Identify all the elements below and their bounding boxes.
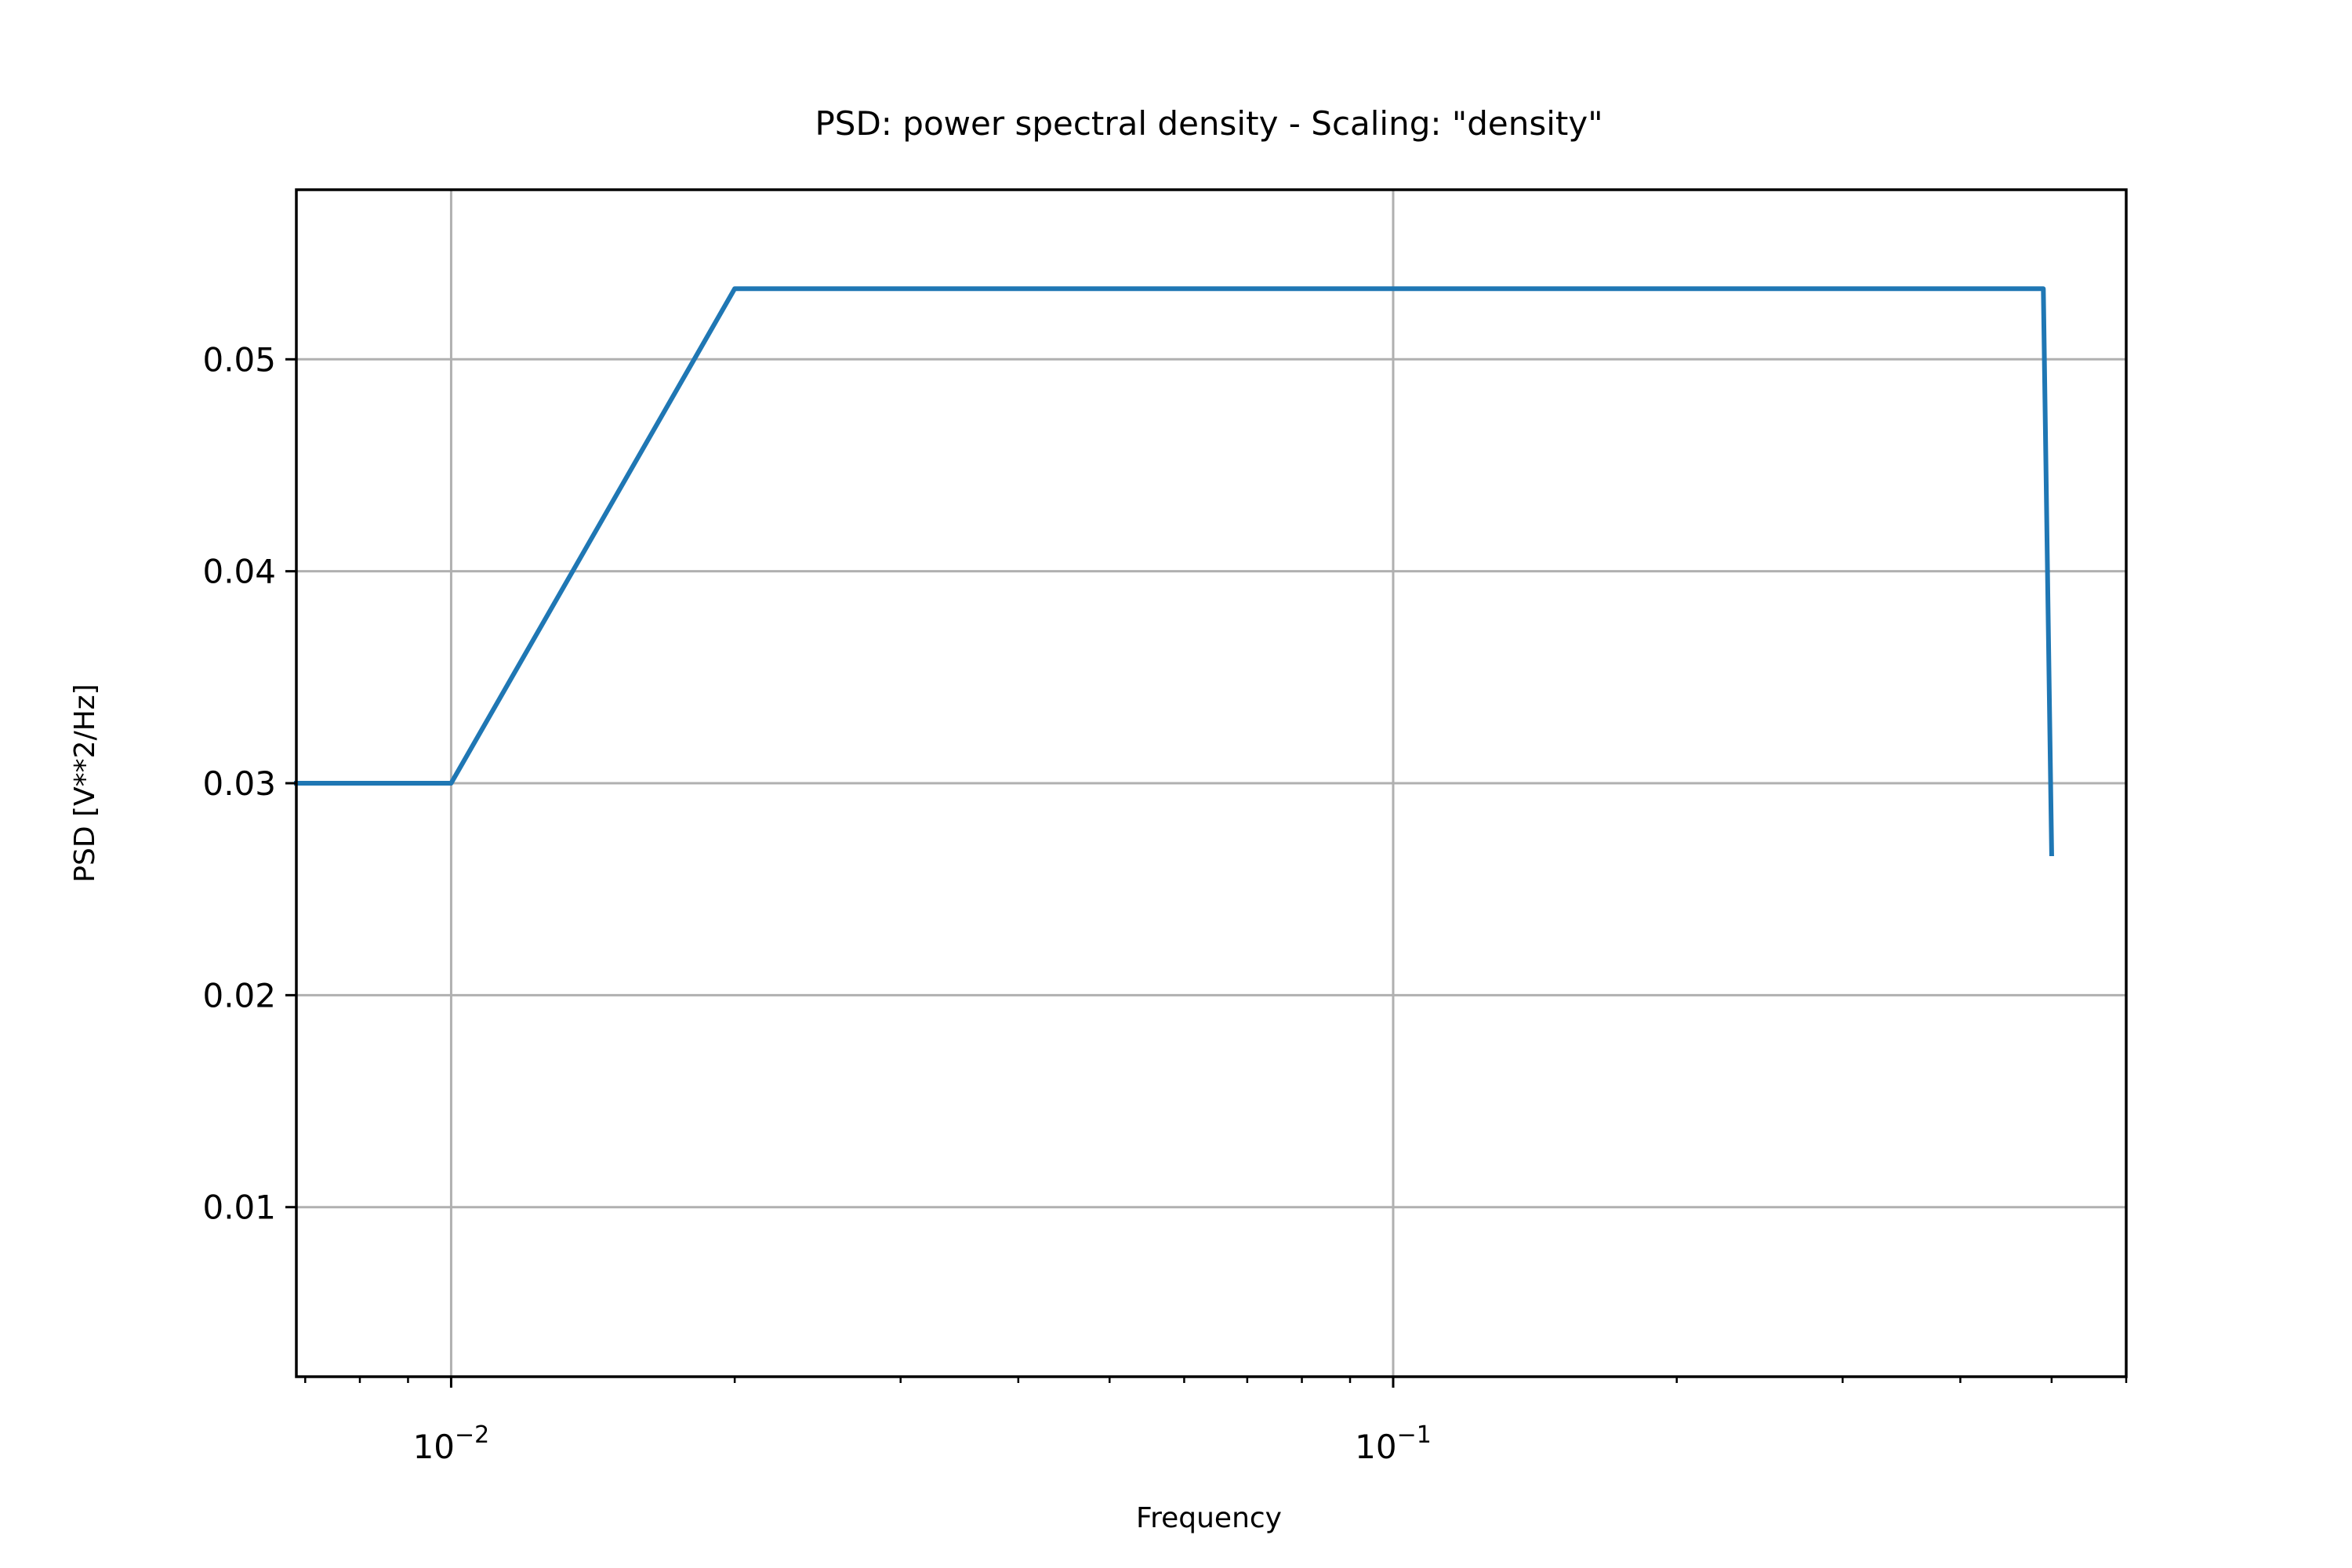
x-tick-label-exponent: −2 xyxy=(455,1421,489,1449)
x-axis-ticks: 10−2 10−1 xyxy=(304,1377,2128,1466)
y-tick-label: 0.01 xyxy=(202,1189,276,1227)
x-tick-label-exponent: −1 xyxy=(1397,1421,1432,1449)
chart-title: PSD: power spectral density - Scaling: "… xyxy=(815,104,1602,143)
x-tick-label: 10−2 xyxy=(413,1421,490,1466)
y-axis-ticks: 0.01 0.02 0.03 0.04 0.05 xyxy=(202,340,296,1227)
psd-series-line xyxy=(294,286,2054,857)
y-tick-label: 0.03 xyxy=(202,764,276,803)
y-tick-label: 0.04 xyxy=(202,553,276,591)
x-tick-label-base: 10 xyxy=(413,1428,455,1466)
y-tick-label: 0.02 xyxy=(202,976,276,1014)
series-lines xyxy=(294,286,2054,857)
x-tick-label: 10−1 xyxy=(1355,1421,1432,1466)
x-axis-label: Frequency xyxy=(1136,1502,1282,1534)
y-axis-label: PSD [V**2/Hz] xyxy=(69,684,101,882)
grid-lines xyxy=(296,190,2126,1377)
y-tick-label: 0.05 xyxy=(202,340,276,379)
x-tick-label-base: 10 xyxy=(1355,1428,1396,1466)
